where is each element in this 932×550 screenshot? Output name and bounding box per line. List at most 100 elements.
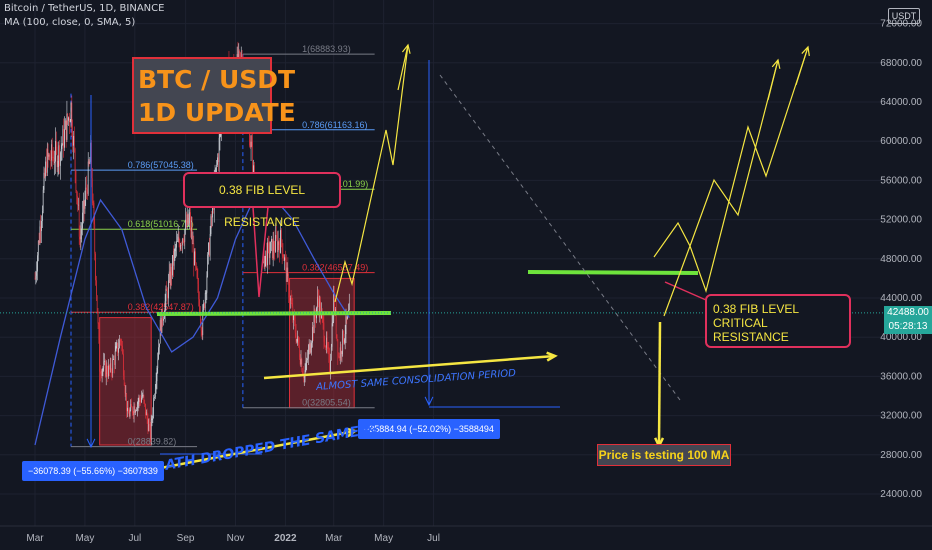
candle-body (294, 320, 296, 333)
candle-body (168, 280, 169, 299)
candle-body (147, 419, 149, 431)
candle-body (336, 334, 338, 340)
candle-body (289, 298, 291, 301)
candle-body (92, 201, 94, 203)
candle-body (169, 271, 171, 286)
candle-body (42, 189, 44, 211)
y-tick-label: 64000.00 (880, 97, 922, 108)
support-line-2 (527, 270, 699, 275)
projection-head-1 (397, 44, 409, 91)
candle-body (339, 347, 341, 359)
candle-body (42, 210, 43, 222)
x-tick-label: Nov (227, 533, 245, 544)
candle-body (301, 359, 303, 371)
candle-body (273, 241, 275, 251)
candle-body (204, 303, 205, 309)
candle-body (53, 157, 55, 164)
candle-body (344, 334, 346, 340)
callout-pointer-2 (664, 281, 707, 301)
candle-body (305, 361, 307, 371)
candle-body (348, 302, 350, 311)
candle-body (124, 385, 126, 394)
candle-body (167, 290, 168, 299)
candle-body (64, 120, 66, 130)
candle-body (116, 343, 118, 347)
indicator-legend[interactable]: MA (100, close, 0, SMA, 5) (4, 17, 136, 28)
candle-body (253, 165, 254, 177)
candle-body (211, 216, 213, 218)
candle-body (343, 330, 344, 343)
candle-body (192, 243, 194, 245)
candle-body (340, 347, 342, 355)
candle-body (219, 130, 221, 138)
candle-body (199, 299, 200, 315)
candle-body (327, 347, 329, 349)
candle-body (187, 214, 189, 224)
candle-body (51, 144, 53, 157)
candle-body (183, 241, 185, 243)
candle-body (117, 343, 119, 353)
candle-body (49, 154, 51, 160)
candle-body (174, 248, 176, 252)
x-tick-label: May (374, 533, 393, 544)
candle-body (200, 320, 202, 331)
candle-body (127, 407, 129, 414)
candle-body (181, 239, 183, 246)
candle-body (128, 413, 130, 417)
candle-body (322, 316, 324, 323)
candle-body (278, 241, 280, 246)
candle-body (178, 236, 180, 243)
title-line-2: 1D UPDATE (138, 98, 296, 127)
candle-body (75, 170, 77, 191)
candle-body (85, 187, 87, 200)
candle-body (45, 161, 46, 177)
candle-body (84, 199, 86, 209)
candle-body (61, 145, 63, 149)
candle-body (150, 420, 152, 440)
candle-body (264, 256, 266, 268)
candle-body (288, 276, 290, 298)
candle-body (308, 343, 310, 350)
candle-body (98, 323, 100, 340)
candle-body (91, 178, 93, 202)
y-tick-label: 40000.00 (880, 332, 922, 343)
candle-body (35, 275, 37, 279)
candle-body (52, 156, 54, 158)
candle-body (345, 316, 347, 335)
x-tick-label: May (75, 533, 94, 544)
candle-body (60, 152, 61, 166)
candle-body (135, 410, 137, 413)
candle-body (270, 241, 272, 253)
ath-arrow-head (345, 427, 358, 438)
candle-body (48, 154, 50, 157)
candle-body (266, 250, 267, 266)
candle-body (69, 117, 70, 122)
candle-body (46, 161, 47, 173)
candle-body (168, 271, 170, 281)
candle-body (105, 360, 106, 377)
currency-unit-badge[interactable]: USDT (888, 8, 920, 24)
y-tick-label: 36000.00 (880, 371, 922, 382)
candle-body (43, 172, 45, 190)
candle-body (250, 141, 252, 148)
candle-body (332, 321, 334, 324)
candle-body (54, 161, 55, 164)
candle-body (267, 242, 269, 244)
candle-body (298, 336, 299, 346)
candle-body (144, 400, 146, 404)
candle-body (320, 301, 321, 318)
candle-body (129, 410, 131, 417)
candle-body (141, 396, 143, 398)
callout-line-1: 0.38 FIB LEVEL CRITICAL (713, 302, 799, 330)
candle-body (195, 263, 197, 268)
candle-body (207, 254, 209, 276)
candle-body (201, 330, 203, 336)
y-tick-label: 24000.00 (880, 489, 922, 500)
candle-body (294, 313, 295, 321)
candle-body (296, 338, 298, 342)
candle-body (186, 214, 188, 227)
candle-body (78, 204, 80, 237)
diagonal-trend (439, 74, 681, 401)
candle-body (289, 297, 290, 301)
candle-body (339, 356, 340, 359)
